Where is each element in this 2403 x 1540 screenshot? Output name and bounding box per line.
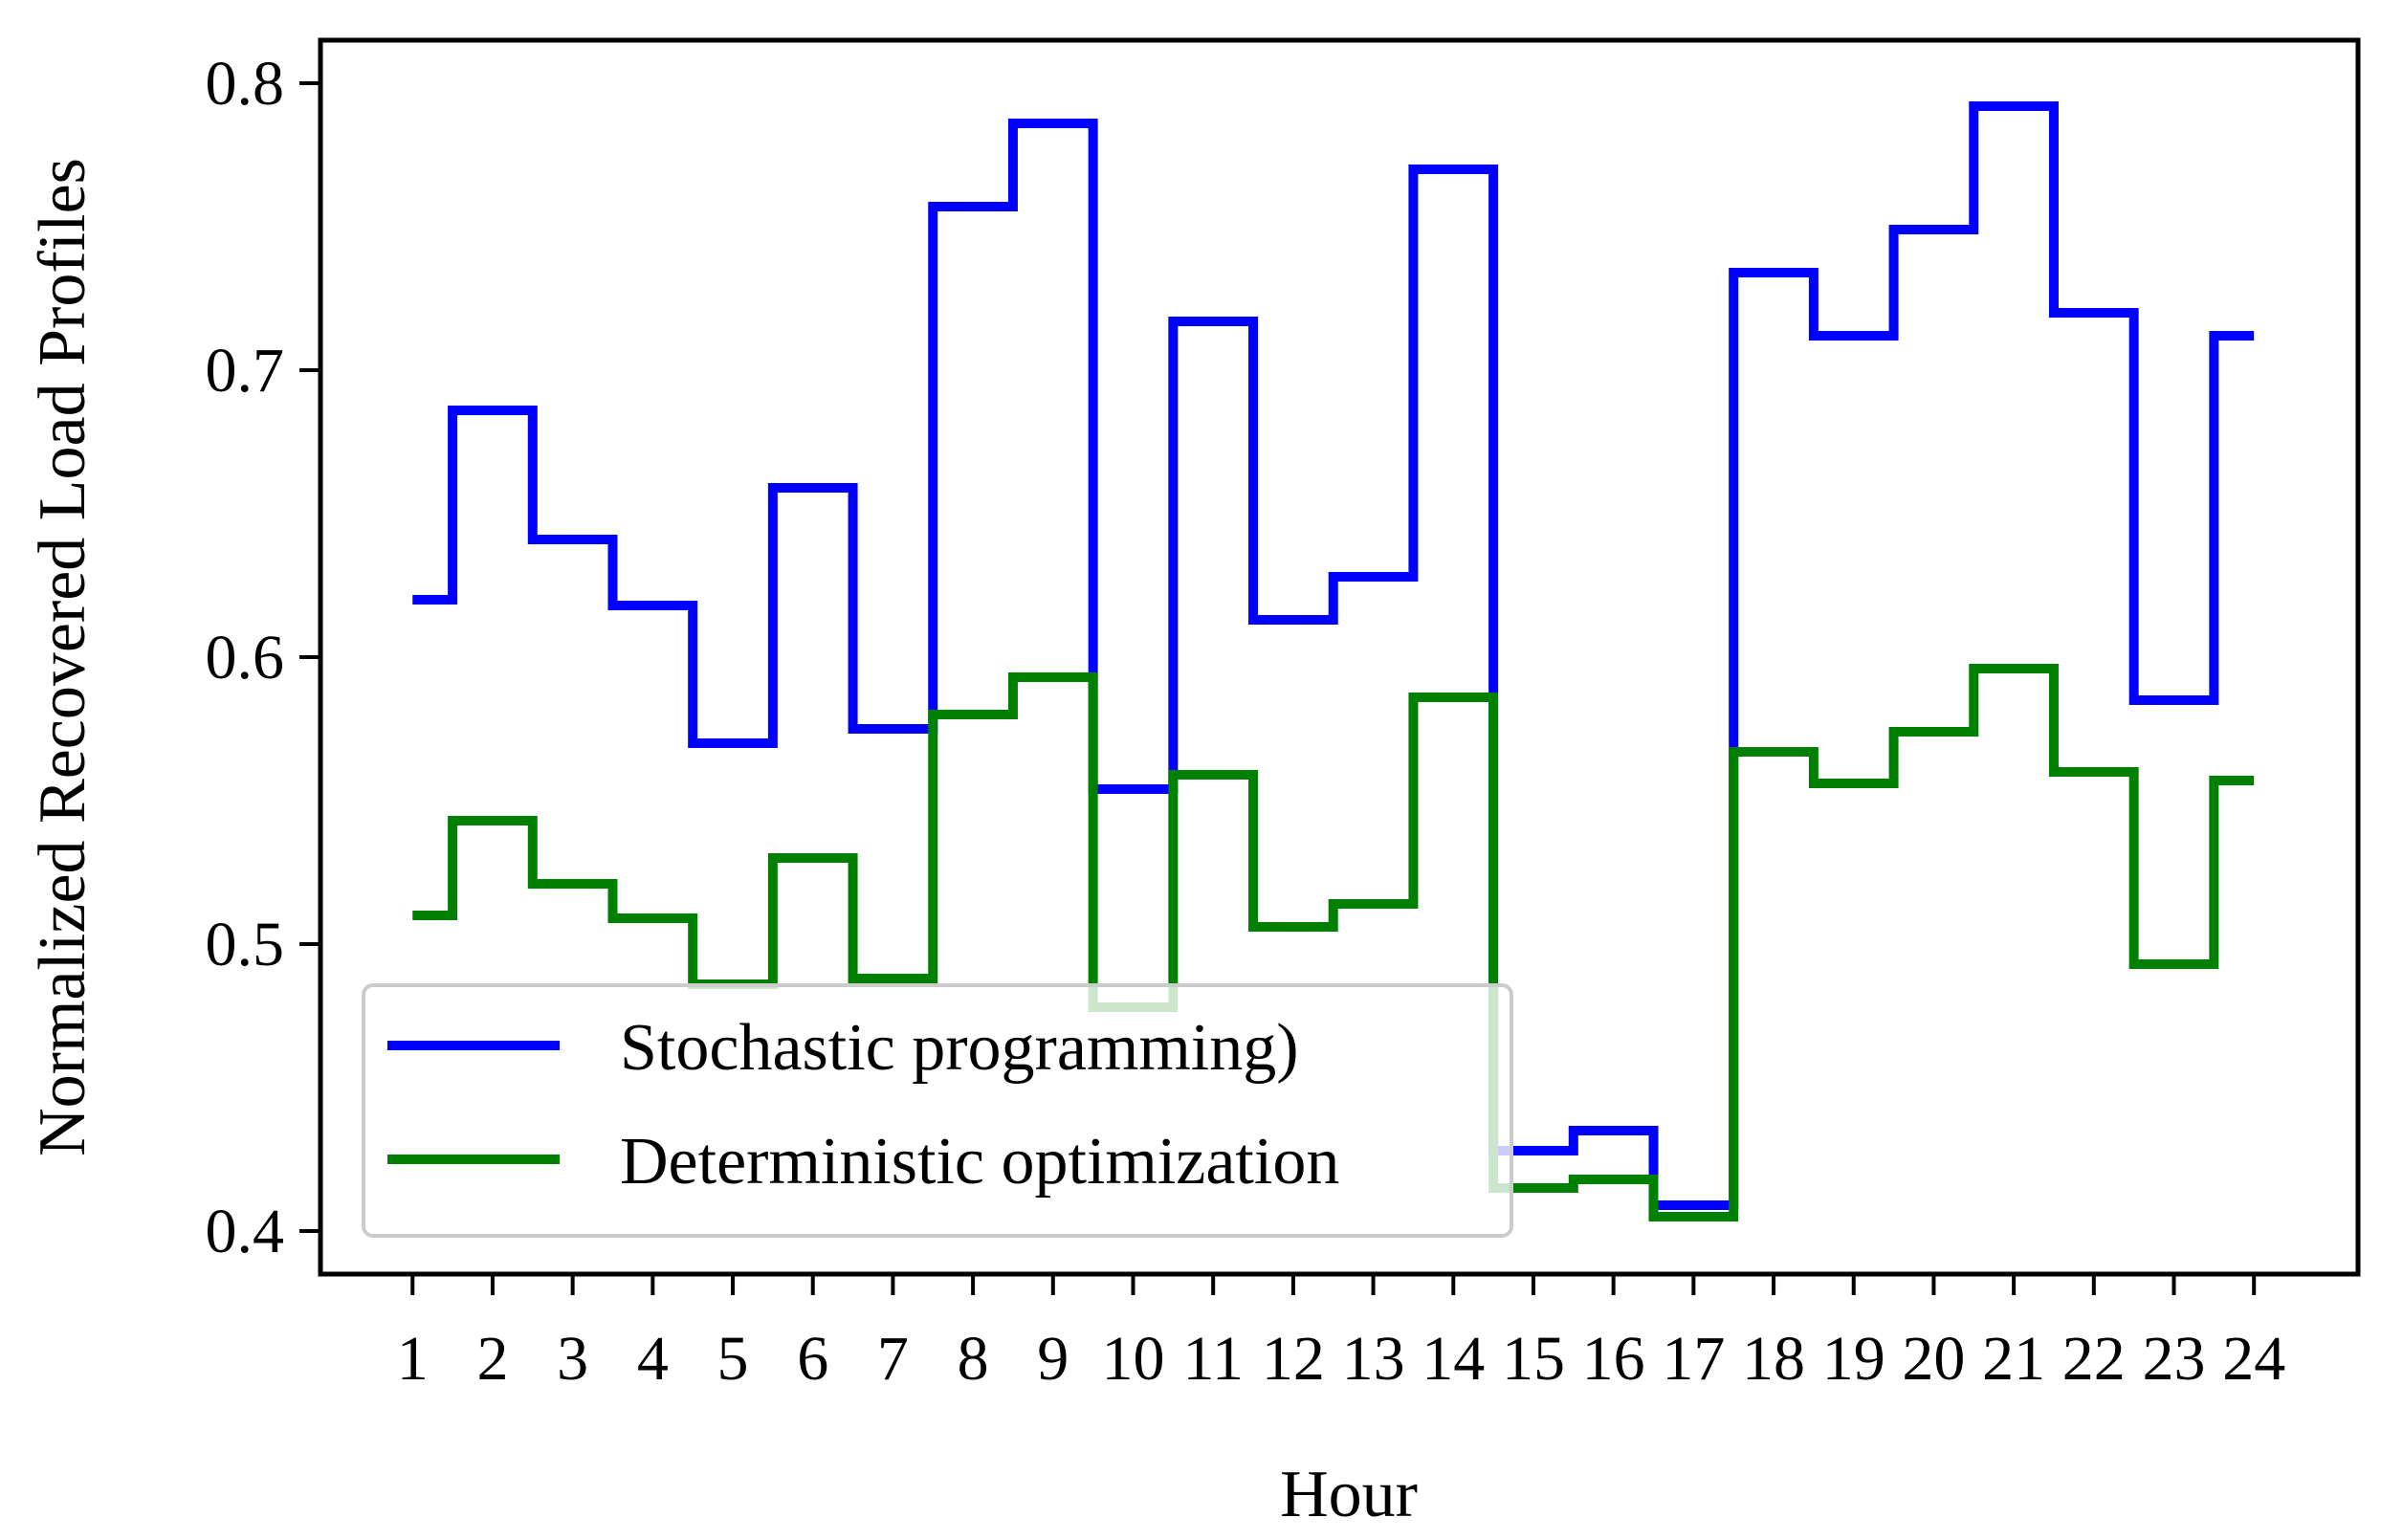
- x-tick-label: 12: [1262, 1324, 1325, 1394]
- x-tick-label: 5: [717, 1324, 749, 1394]
- x-tick-label: 13: [1342, 1324, 1405, 1394]
- y-tick-label: 0.8: [206, 49, 285, 119]
- x-tick-label: 6: [797, 1324, 828, 1394]
- x-tick-label: 17: [1662, 1324, 1725, 1394]
- y-tick-label: 0.5: [206, 910, 285, 979]
- x-tick-label: 7: [877, 1324, 909, 1394]
- series-layer: [412, 101, 2255, 1221]
- legend-box: [362, 983, 1513, 1238]
- x-tick-label: 19: [1822, 1324, 1885, 1394]
- x-tick-label: 22: [2062, 1324, 2126, 1394]
- x-tick-label: 1: [397, 1324, 429, 1394]
- y-tick-label: 0.7: [206, 336, 285, 406]
- legend-label-deterministic: Deterministic optimization: [620, 1125, 1339, 1199]
- x-tick-label: 9: [1037, 1324, 1069, 1394]
- y-tick-label: 0.6: [206, 623, 285, 693]
- y-axis: 0.4 0.5 0.6 0.7 0.8: [206, 49, 320, 1266]
- x-tick-label: 4: [637, 1324, 669, 1394]
- x-tick-label: 20: [1902, 1324, 1965, 1394]
- series-line-0: [412, 101, 2255, 1210]
- x-tick-label: 15: [1502, 1324, 1565, 1394]
- y-tick-label: 0.4: [206, 1197, 285, 1266]
- x-tick-label: 14: [1422, 1324, 1485, 1394]
- x-tick-label: 3: [557, 1324, 588, 1394]
- x-tick-label: 8: [958, 1324, 989, 1394]
- x-tick-label: 16: [1582, 1324, 1645, 1394]
- x-axis: 1 2 3 4 5 6 7 8 9 10 11 12 13 14 15 16 17 18 19 20 21 22 23 24: [397, 1274, 2285, 1394]
- series-line-1: [412, 664, 2255, 1221]
- x-tick-label: 10: [1101, 1324, 1164, 1394]
- x-tick-label: 21: [1982, 1324, 2045, 1394]
- x-tick-label: 11: [1182, 1324, 1244, 1394]
- x-tick-label: 2: [476, 1324, 508, 1394]
- x-tick-label: 23: [2143, 1324, 2206, 1394]
- x-tick-label: 18: [1742, 1324, 1805, 1394]
- legend-label-stochastic: Stochastic programming): [620, 1011, 1299, 1085]
- legend: Stochastic programming) Deterministic op…: [362, 983, 1513, 1238]
- x-tick-label: 24: [2222, 1324, 2285, 1394]
- y-axis-title: Normalized Recovered Load Profiles: [26, 158, 99, 1156]
- x-axis-title: Hour: [1280, 1458, 1418, 1531]
